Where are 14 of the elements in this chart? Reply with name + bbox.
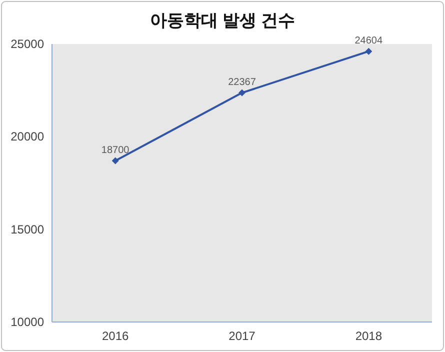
x-tick-label: 2017 <box>228 329 256 343</box>
y-tick-label: 10000 <box>10 315 44 329</box>
data-label: 24604 <box>354 35 384 46</box>
point <box>112 157 119 164</box>
x-tick-label: 2018 <box>355 329 382 343</box>
point <box>238 89 246 96</box>
point <box>365 48 372 55</box>
y-tick-label: 20000 <box>10 130 44 144</box>
data-label: 18700 <box>101 144 130 156</box>
data-label: 22367 <box>228 76 256 88</box>
y-tick-label: 25000 <box>10 37 44 51</box>
chart-title: 아동학대 발생 건수 <box>150 11 296 30</box>
y-tick-label: 15000 <box>10 222 44 236</box>
x-tick-label: 2016 <box>102 329 130 343</box>
